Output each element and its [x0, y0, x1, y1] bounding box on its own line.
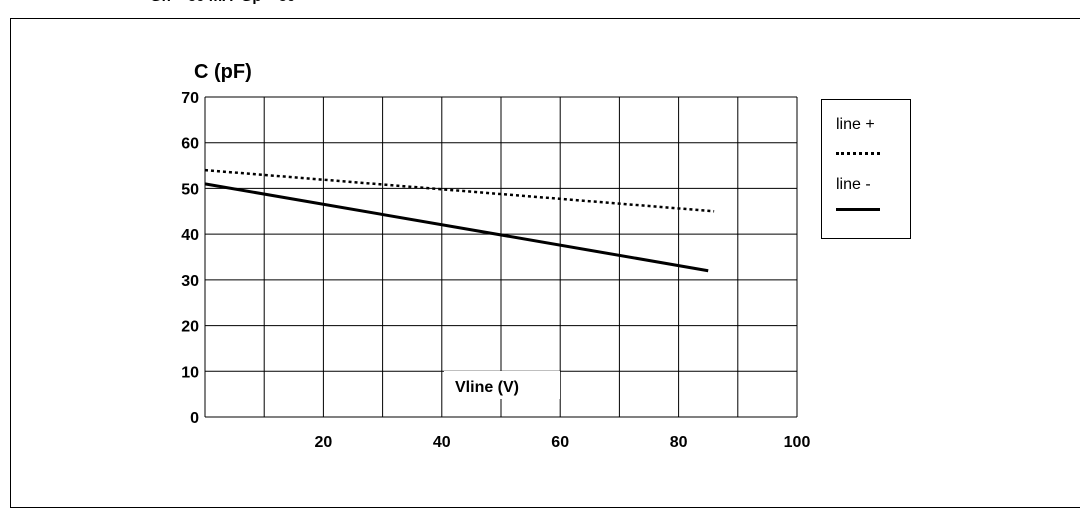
series-line-plus: [204, 168, 715, 213]
legend-label-line-minus: line -: [836, 176, 871, 193]
y-tick-label: 30: [181, 273, 199, 290]
y-tick-label: 0: [190, 410, 199, 427]
chart-grid: [204, 96, 798, 418]
y-tick-label: 40: [181, 227, 199, 244]
x-axis-ticks: 20 40 60 80 100: [315, 434, 811, 451]
legend-swatch-solid: [836, 208, 880, 211]
x-axis-title-backdrop: [444, 371, 560, 399]
y-tick-label: 70: [181, 90, 199, 107]
legend-swatch-dotted: [836, 152, 880, 155]
y-axis-ticks: 0 10 20 30 40 50 60 70: [181, 90, 199, 427]
chart-series: [204, 168, 715, 273]
y-tick-label: 20: [181, 319, 199, 336]
x-axis-title: Vline (V): [455, 379, 519, 396]
y-tick-label: 50: [181, 181, 199, 198]
x-tick-label: 100: [784, 434, 811, 451]
y-tick-label: 60: [181, 136, 199, 153]
series-line-minus: [204, 182, 709, 273]
x-tick-label: 80: [670, 434, 688, 451]
line-chart: 0 10 20 30 40 50 60 70 20 40 60 80 100 C (pF) Vline…: [181, 61, 811, 451]
x-tick-label: 40: [433, 434, 451, 451]
legend: line + line -: [821, 99, 911, 239]
header-fragment: Gn = 50 mA Gp = 50: [150, 0, 295, 8]
legend-label-line-plus: line +: [836, 116, 875, 133]
x-tick-label: 60: [551, 434, 569, 451]
x-tick-label: 20: [315, 434, 333, 451]
y-axis-title: C (pF): [194, 61, 252, 83]
y-tick-label: 10: [181, 364, 199, 381]
